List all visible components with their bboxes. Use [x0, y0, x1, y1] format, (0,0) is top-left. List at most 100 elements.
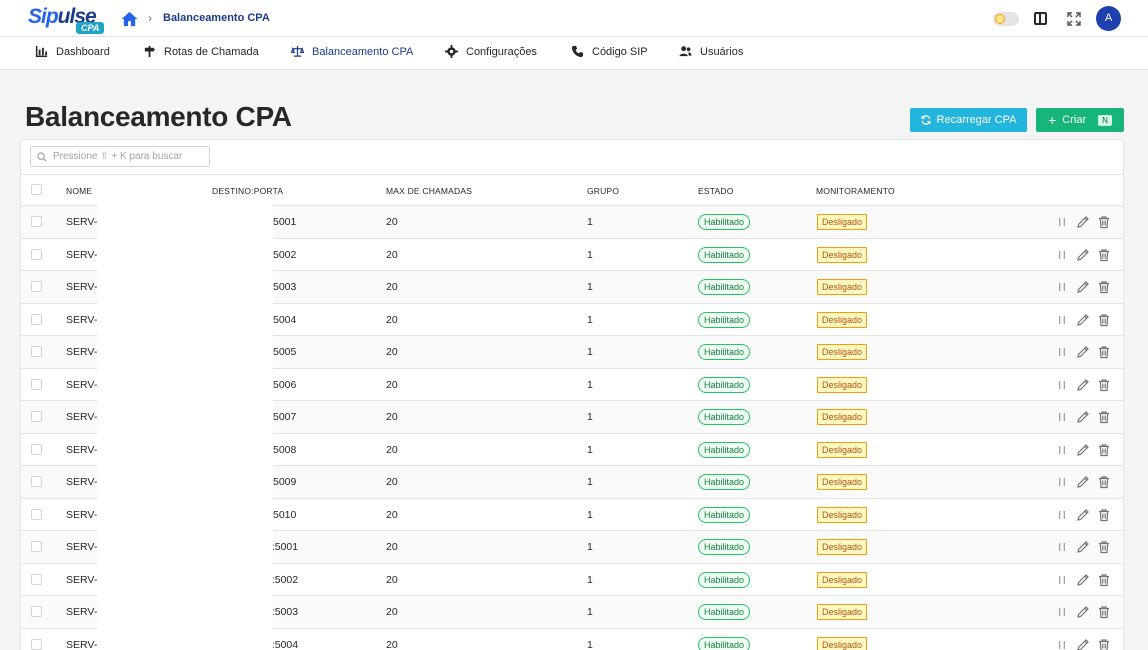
cell-nome: SERV-	[66, 281, 98, 293]
edit-icon[interactable]	[1076, 313, 1090, 327]
row-checkbox[interactable]	[31, 638, 42, 650]
row-checkbox[interactable]	[31, 573, 42, 585]
edit-icon[interactable]	[1076, 443, 1090, 457]
pause-icon[interactable]	[1055, 248, 1069, 262]
table-row[interactable]: SERV- 5004 20 1 Habilitado Desligado	[21, 304, 1123, 336]
edit-icon[interactable]	[1076, 410, 1090, 424]
shortcut-badge: N	[1098, 114, 1112, 126]
trash-icon[interactable]	[1097, 313, 1111, 327]
row-checkbox[interactable]	[31, 346, 42, 357]
col-estado[interactable]: ESTADO	[698, 186, 734, 196]
row-checkbox[interactable]	[31, 216, 42, 227]
trash-icon[interactable]	[1097, 378, 1111, 392]
nav-label: Dashboard	[56, 45, 110, 58]
cell-destino: 5003	[273, 281, 297, 293]
table-row[interactable]: SERV- 5008 20 1 Habilitado Desligado	[21, 434, 1123, 466]
status-badge-monitoramento: Desligado	[817, 409, 868, 425]
home-icon[interactable]	[121, 11, 138, 27]
table-row[interactable]: SERV- 5006 20 1 Habilitado Desligado	[21, 369, 1123, 401]
trash-icon[interactable]	[1097, 605, 1111, 619]
pause-icon[interactable]	[1055, 475, 1069, 489]
row-checkbox[interactable]	[31, 248, 42, 260]
cell-nome: SERV-	[66, 638, 98, 650]
select-all-checkbox[interactable]	[31, 184, 42, 195]
table-row[interactable]: SERV- 7:5002 20 1 Habilitado Desligado	[21, 564, 1123, 596]
nav-item-balanceamento[interactable]: Balanceamento CPA	[291, 45, 413, 58]
create-button[interactable]: + Criar N	[1036, 108, 1124, 132]
nav-item-rotas[interactable]: Rotas de Chamada	[143, 45, 259, 58]
theme-toggle[interactable]	[993, 12, 1019, 26]
pause-icon[interactable]	[1055, 605, 1069, 619]
nav-item-usuarios[interactable]: Usuários	[679, 45, 743, 58]
edit-icon[interactable]	[1076, 540, 1090, 554]
nav-item-configuracoes[interactable]: Configurações	[445, 45, 537, 58]
cell-nome: SERV-	[66, 443, 98, 456]
pause-icon[interactable]	[1055, 345, 1069, 359]
avatar[interactable]: A	[1096, 6, 1121, 31]
edit-icon[interactable]	[1076, 605, 1090, 619]
col-destino[interactable]: DESTINO:PORTA	[212, 186, 284, 196]
trash-icon[interactable]	[1097, 638, 1111, 650]
logo[interactable]: Sipulse CPA	[28, 5, 105, 37]
pause-icon[interactable]	[1055, 508, 1069, 522]
row-checkbox[interactable]	[31, 541, 42, 552]
edit-icon[interactable]	[1076, 280, 1090, 294]
row-checkbox[interactable]	[31, 606, 42, 617]
scale-icon	[291, 45, 304, 57]
edit-icon[interactable]	[1076, 345, 1090, 359]
pause-icon[interactable]	[1055, 410, 1069, 424]
edit-icon[interactable]	[1076, 378, 1090, 392]
pause-icon[interactable]	[1055, 313, 1069, 327]
pause-icon[interactable]	[1055, 573, 1069, 587]
nav-item-dashboard[interactable]: Dashboard	[35, 45, 110, 58]
edit-icon[interactable]	[1076, 475, 1090, 489]
row-checkbox[interactable]	[31, 281, 42, 292]
col-grupo[interactable]: GRUPO	[587, 186, 620, 196]
pause-icon[interactable]	[1055, 215, 1069, 229]
search-box[interactable]	[30, 146, 210, 167]
trash-icon[interactable]	[1097, 540, 1111, 554]
pause-icon[interactable]	[1055, 280, 1069, 294]
trash-icon[interactable]	[1097, 508, 1111, 522]
cell-nome: SERV-	[66, 541, 98, 553]
status-badge-estado: Habilitado	[698, 441, 751, 458]
trash-icon[interactable]	[1097, 573, 1111, 587]
col-monitoramento[interactable]: MONITORAMENTO	[816, 186, 895, 196]
pause-icon[interactable]	[1055, 443, 1069, 457]
trash-icon[interactable]	[1097, 248, 1111, 262]
row-checkbox[interactable]	[31, 476, 42, 487]
nav-item-codigo-sip[interactable]: Código SIP	[571, 45, 648, 58]
edit-icon[interactable]	[1076, 248, 1090, 262]
trash-icon[interactable]	[1097, 443, 1111, 457]
search-input[interactable]	[53, 151, 203, 162]
edit-icon[interactable]	[1076, 573, 1090, 587]
pause-icon[interactable]	[1055, 638, 1069, 650]
pause-icon[interactable]	[1055, 540, 1069, 554]
trash-icon[interactable]	[1097, 280, 1111, 294]
trash-icon[interactable]	[1097, 215, 1111, 229]
table-row[interactable]: SERV- 5010 20 1 Habilitado Desligado	[21, 499, 1123, 531]
edit-icon[interactable]	[1076, 215, 1090, 229]
row-checkbox[interactable]	[31, 508, 42, 520]
table-row[interactable]: SERV- 5002 20 1 Habilitado Desligado	[21, 239, 1123, 271]
col-max-chamadas[interactable]: MAX DE CHAMADAS	[386, 186, 473, 196]
row-checkbox[interactable]	[31, 443, 42, 455]
layout-icon[interactable]	[1034, 12, 1047, 25]
cell-grupo: 1	[587, 508, 593, 521]
status-badge-estado: Habilitado	[698, 311, 751, 328]
col-nome[interactable]: NOME	[66, 186, 93, 196]
row-checkbox[interactable]	[31, 378, 42, 390]
pause-icon[interactable]	[1055, 378, 1069, 392]
trash-icon[interactable]	[1097, 410, 1111, 424]
table-header: NOME DESTINO:PORTA MAX DE CHAMADAS GRUPO…	[21, 174, 1123, 206]
breadcrumb-current[interactable]: Balanceamento CPA	[163, 12, 270, 24]
edit-icon[interactable]	[1076, 508, 1090, 522]
trash-icon[interactable]	[1097, 475, 1111, 489]
row-checkbox[interactable]	[31, 411, 42, 422]
fullscreen-icon[interactable]	[1067, 12, 1081, 26]
edit-icon[interactable]	[1076, 638, 1090, 650]
reload-cpa-button[interactable]: Recarregar CPA	[910, 108, 1027, 132]
row-checkbox[interactable]	[31, 313, 42, 325]
table-row[interactable]: SERV- 7:5004 20 1 Habilitado Desligado	[21, 629, 1123, 650]
trash-icon[interactable]	[1097, 345, 1111, 359]
